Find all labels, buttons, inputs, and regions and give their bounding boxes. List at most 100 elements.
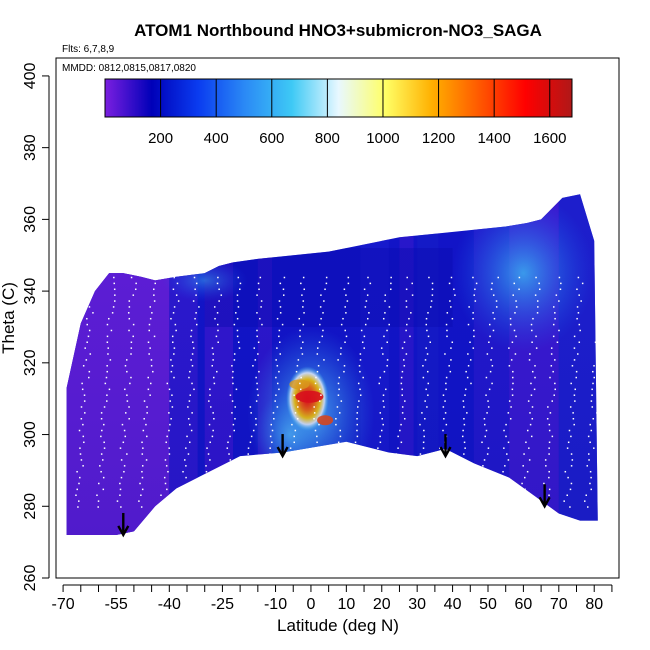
sample-point [281,323,284,326]
sample-point [338,388,340,391]
sample-point [336,406,339,408]
sample-point [130,347,133,349]
sample-point [442,394,445,396]
sample-point [485,429,488,432]
sample-point [132,335,134,338]
sample-point [545,465,547,467]
sample-point [216,282,219,285]
sample-point [322,312,324,314]
sample-point [388,306,391,308]
sample-point [469,341,471,343]
sample-point [533,388,536,391]
sample-point [209,459,211,461]
sample-point [466,376,469,379]
sample-point [103,406,106,408]
sample-point [390,282,392,285]
sample-point [151,312,153,314]
sample-point [99,465,101,467]
sample-point [255,423,257,426]
sample-point [313,412,316,414]
sample-point [187,418,190,420]
sample-point [576,306,579,308]
sample-point [271,441,273,444]
chart-title: ATOM1 Northbound HNO3+submicron-NO3_SAGA [134,21,542,40]
sample-point [488,388,491,391]
sample-point [511,341,514,343]
sample-point [78,429,81,432]
sample-point [88,376,90,379]
sample-point [572,412,574,414]
sample-point [560,282,562,285]
sample-point [170,317,172,320]
sample-point [186,435,188,438]
sample-point [166,435,168,438]
sample-point [482,465,484,467]
sample-point [279,282,282,285]
sample-point [552,323,555,326]
sample-point [185,447,187,449]
sample-point [445,376,448,379]
sample-point [108,388,111,391]
sample-point [358,400,360,402]
sample-point [569,406,572,408]
sample-point [213,306,216,308]
sample-point [250,435,253,438]
sample-point [422,441,425,444]
sample-point [212,359,214,361]
sample-point [218,288,220,291]
sample-point [252,429,255,432]
sample-point [170,370,173,373]
sample-point [106,341,109,343]
sample-point [427,394,429,396]
sample-point [169,400,171,402]
sample-point [388,323,390,326]
sample-point [194,288,196,291]
sample-point [270,423,273,426]
sample-point [75,494,77,497]
sample-point [293,435,295,438]
sample-point [448,365,450,367]
sample-point [554,312,556,314]
sample-point [357,406,359,408]
sample-point [384,294,387,296]
sample-point [581,282,584,285]
sample-point [293,394,295,396]
sample-point [554,382,556,385]
y-tick-label: 280 [22,493,39,520]
y-tick-label: 320 [22,349,39,376]
sample-point [588,459,590,461]
sample-point [135,282,137,285]
sample-point [530,323,533,326]
sample-point [442,429,444,432]
sample-point [574,400,576,402]
sample-point [390,276,392,279]
sample-point [570,382,572,385]
sample-point [150,359,153,361]
sample-point [507,412,510,414]
sample-point [81,388,84,391]
sample-point [338,412,341,414]
sample-point [573,359,576,361]
sample-point [531,406,534,408]
sample-point [406,323,408,326]
sample-point [405,306,408,308]
sample-point [279,312,282,314]
sample-point [238,347,241,349]
sample-point [231,365,233,367]
sample-point [216,323,219,326]
sample-point [175,329,177,332]
sample-point [592,370,594,373]
sample-point [78,500,80,502]
sample-point [384,300,386,302]
sample-point [276,382,279,385]
sample-point [82,423,84,426]
sample-point [278,335,280,338]
sample-point [512,382,514,385]
sample-point [192,347,195,349]
sample-point [423,435,425,438]
sample-point [235,388,238,391]
sample-point [234,418,236,420]
sample-point [589,441,591,444]
sample-point [530,394,533,396]
sample-point [116,500,119,502]
